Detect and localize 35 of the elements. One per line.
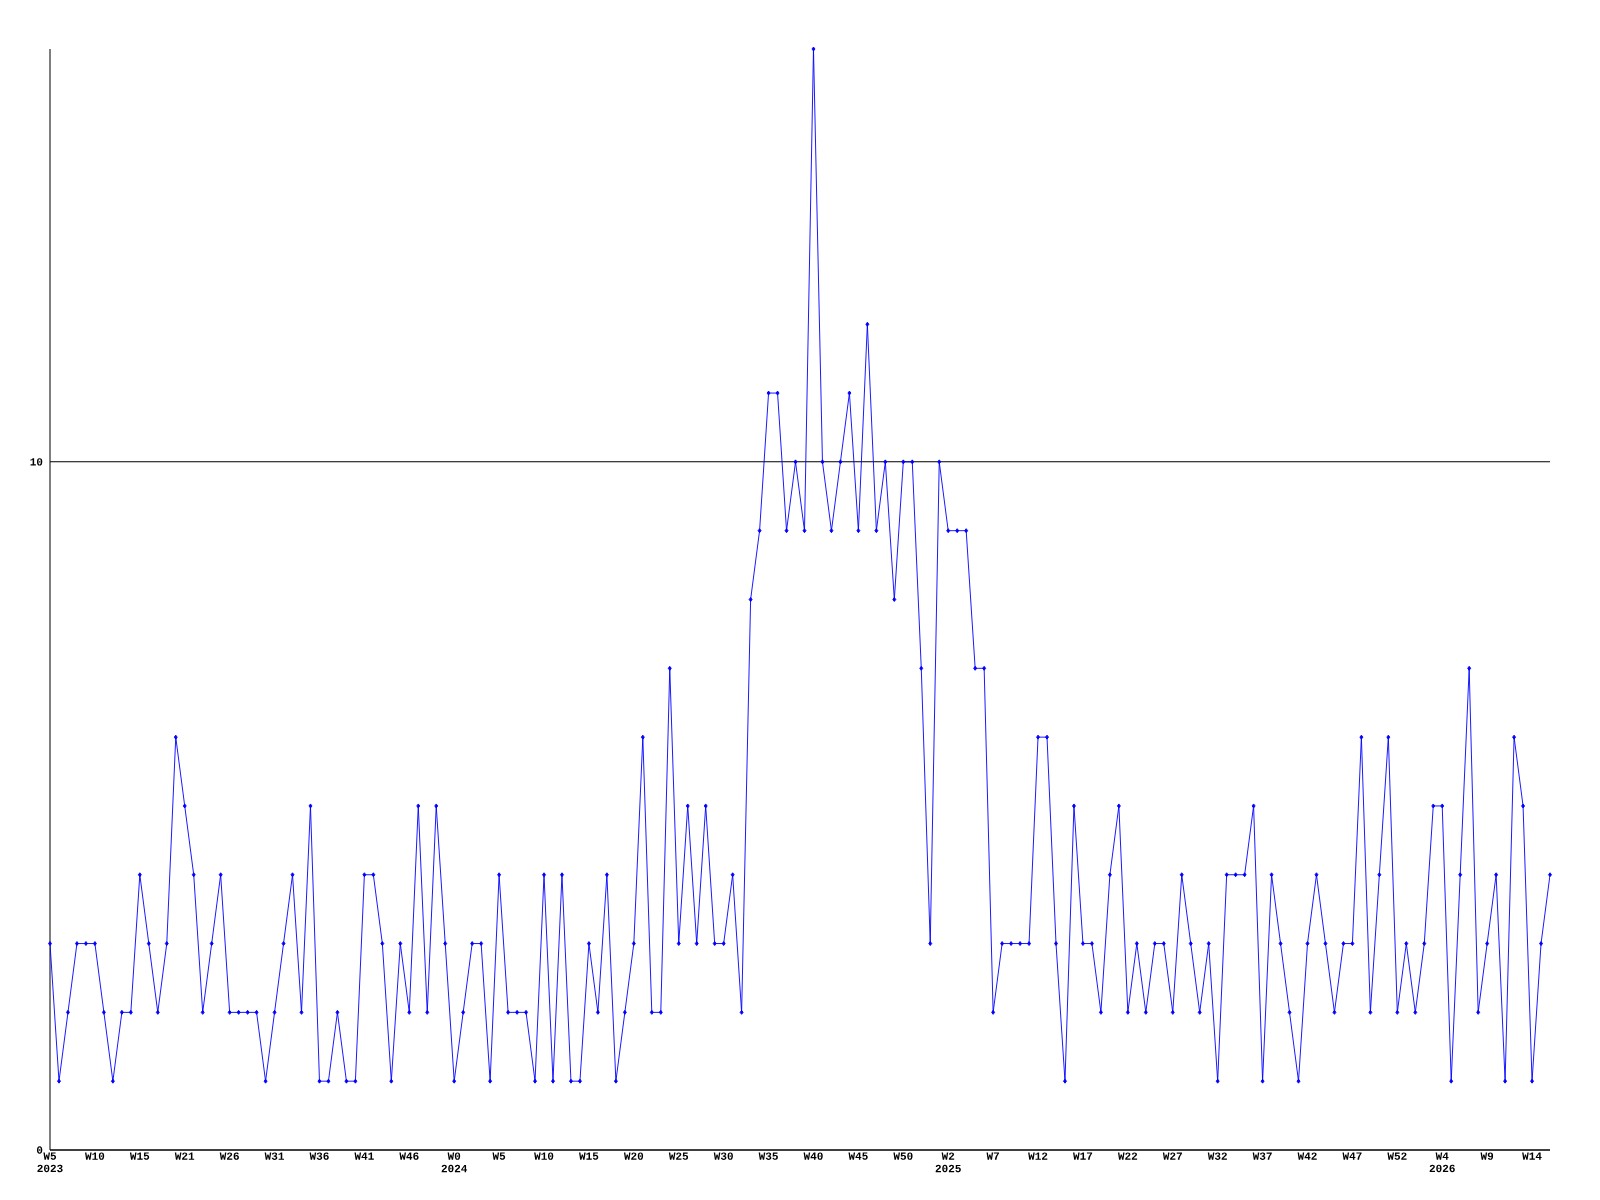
x-tick-label: W21 <box>174 1152 195 1160</box>
x-tick-label: W25 <box>668 1152 689 1160</box>
x-tick-label: W41 <box>354 1152 374 1160</box>
x-tick-label: W30 <box>713 1152 733 1160</box>
x-tick-label: W4 2026 <box>1429 1152 1455 1173</box>
x-tick-label: W10 <box>534 1152 554 1160</box>
x-tick-label: W20 <box>623 1152 644 1160</box>
x-tick-label: W32 <box>1207 1152 1227 1160</box>
x-tick-label: W15 <box>579 1152 599 1160</box>
x-tick-label: W15 <box>129 1152 150 1160</box>
x-tick-label: W26 <box>219 1152 239 1160</box>
x-tick-label: W17 <box>1073 1152 1093 1160</box>
x-tick-label: W12 <box>1028 1152 1048 1160</box>
x-tick-label: W47 <box>1342 1152 1362 1160</box>
x-tick-label: W0 2024 <box>441 1152 468 1173</box>
x-tick-label: W31 <box>264 1152 284 1160</box>
x-tick-label: W9 <box>1480 1152 1494 1160</box>
x-tick-label: W7 <box>986 1152 999 1160</box>
x-tick-label: W36 <box>309 1152 329 1160</box>
x-tick-label: W37 <box>1252 1152 1272 1160</box>
x-tick-label: W52 <box>1387 1152 1407 1160</box>
x-tick-label: W40 <box>803 1152 823 1160</box>
x-tick-label: W45 <box>848 1152 868 1160</box>
x-tick-label: W22 <box>1117 1152 1138 1160</box>
x-tick-label: W50 <box>893 1152 913 1160</box>
y-tick-label: 10 <box>30 458 43 466</box>
x-tick-label: W2 2025 <box>935 1152 961 1173</box>
x-tick-label: W46 <box>399 1152 419 1160</box>
x-tick-label: W27 <box>1162 1152 1182 1160</box>
x-tick-label: W5 <box>492 1152 506 1160</box>
x-tick-label: W14 <box>1522 1152 1542 1160</box>
x-tick-label: W35 <box>758 1152 778 1160</box>
x-tick-label: W10 <box>85 1152 105 1160</box>
x-tick-label: W42 <box>1297 1152 1317 1160</box>
y-tick-label: 0 <box>36 1146 43 1154</box>
